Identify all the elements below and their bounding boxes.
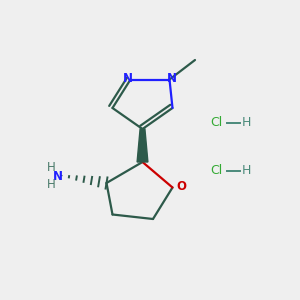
Text: H: H — [46, 160, 56, 174]
Text: N: N — [167, 71, 177, 85]
Text: N: N — [53, 169, 63, 183]
Text: O: O — [176, 180, 186, 193]
Text: H: H — [241, 116, 251, 130]
Text: N: N — [122, 71, 133, 85]
Polygon shape — [137, 129, 148, 162]
Text: Cl: Cl — [210, 164, 222, 178]
Text: H: H — [241, 164, 251, 178]
Text: H: H — [46, 178, 56, 191]
Text: Cl: Cl — [210, 116, 222, 130]
